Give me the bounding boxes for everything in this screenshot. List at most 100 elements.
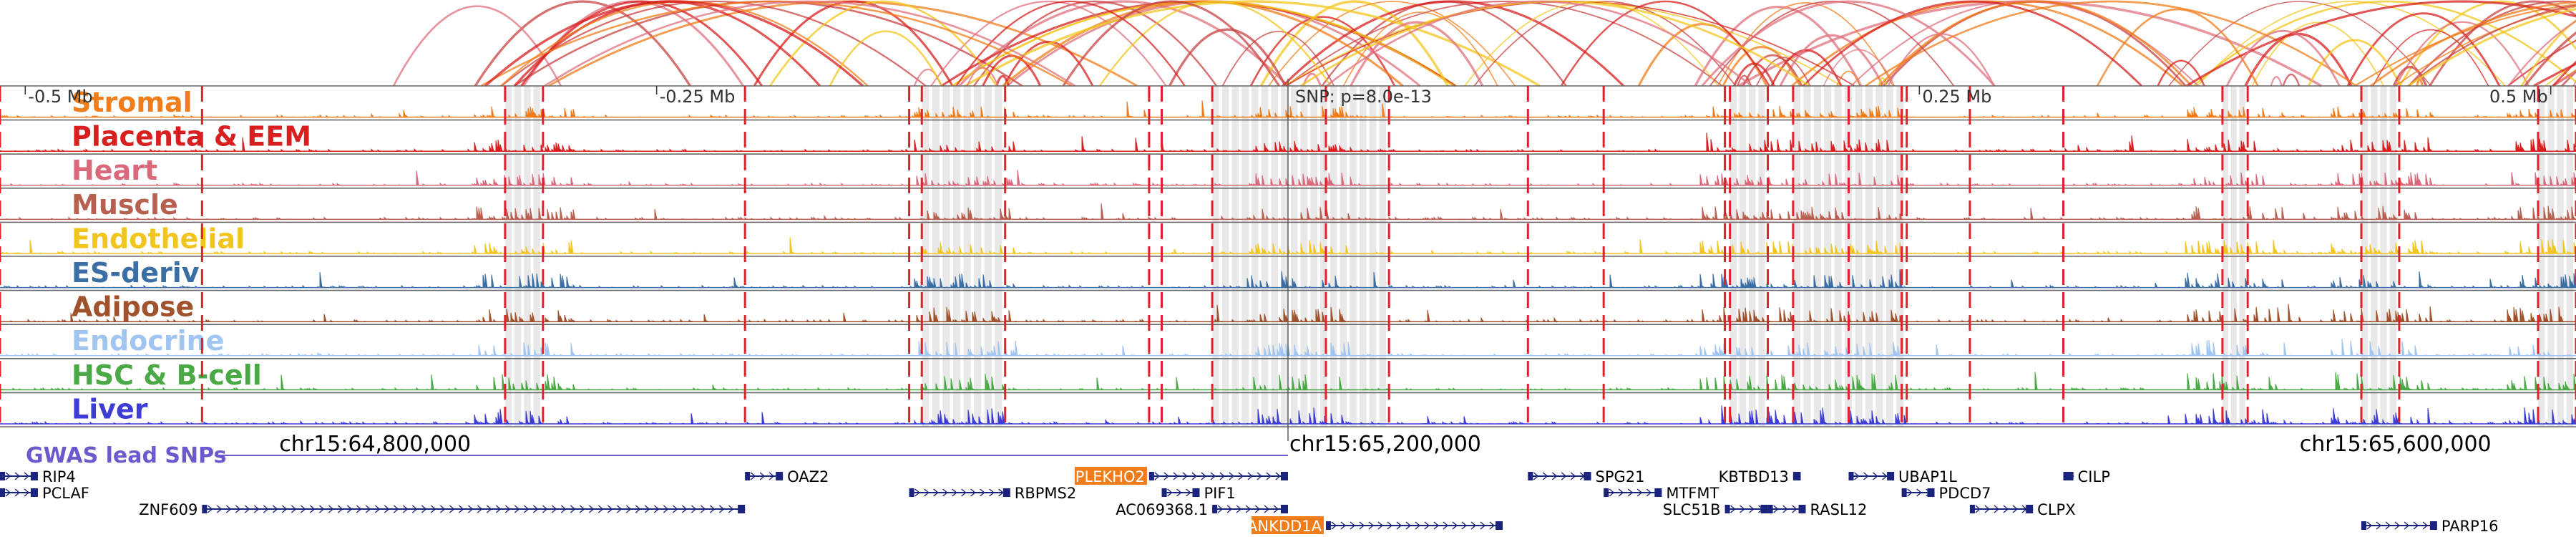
loop-arc [1779, 34, 1885, 87]
loop-arc [2185, 0, 2576, 87]
strand-arrow-icon [300, 505, 306, 513]
strand-arrow-icon [1636, 488, 1643, 497]
gene-rbpms2[interactable]: RBPMS2 [909, 485, 1077, 502]
strand-arrow-icon [1257, 472, 1262, 480]
strand-arrow-icon [449, 505, 455, 513]
loop-arc [2394, 6, 2576, 87]
strand-arrow-icon [709, 505, 716, 513]
gene-ankdd1a[interactable]: ANKDD1A [1247, 516, 1503, 535]
loop-arc [1099, 1, 1332, 87]
strand-arrow-icon [2012, 505, 2019, 513]
strand-arrow-icon [1266, 472, 1272, 480]
gene-parp16[interactable]: PARP16 [2361, 518, 2499, 535]
gene-spg21[interactable]: SPG21 [1528, 468, 1645, 485]
gene-ac069368-1[interactable]: AC069368.1 [1116, 501, 1289, 518]
loop-arc [1823, 49, 1896, 87]
track-label: ES-deriv [72, 257, 200, 289]
gene-exon [1724, 505, 1730, 513]
strand-arrow-icon [421, 505, 427, 513]
loop-arc [2429, 0, 2576, 87]
gene-highlight-box [1251, 516, 1324, 534]
strand-arrow-icon [1387, 521, 1393, 530]
strand-arrow-icon [318, 505, 325, 513]
gene-label: SLC51B [1663, 501, 1721, 518]
loop-arc [474, 0, 691, 87]
gene-znf609[interactable]: ZNF609 [139, 501, 746, 518]
gene-exon [1969, 505, 1975, 513]
loop-arc [2346, 12, 2501, 87]
loop-arc [484, 0, 864, 87]
gene-rip4[interactable]: RIP4 [0, 468, 76, 485]
gene-pif1[interactable]: PIF1 [1161, 485, 1236, 502]
strand-arrow-icon [1773, 505, 1779, 513]
strand-arrow-icon [933, 488, 939, 497]
strand-arrow-icon [728, 505, 734, 513]
gene-exon [2063, 472, 2069, 480]
strand-arrow-icon [384, 505, 390, 513]
strand-arrow-icon [458, 505, 464, 513]
loop-arc [1282, 0, 1624, 87]
gene-label: PIF1 [1204, 485, 1235, 502]
gene-exon [776, 472, 784, 480]
strand-arrow-icon [2376, 521, 2382, 530]
gene-label: AC069368.1 [1116, 501, 1208, 518]
strand-arrow-icon [607, 505, 613, 513]
gene-oaz2[interactable]: OAZ2 [745, 468, 829, 485]
strand-arrow-icon [1730, 505, 1736, 513]
gene-pdcd7[interactable]: PDCD7 [1901, 485, 1991, 502]
gene-rasl12[interactable]: RASL12 [1767, 501, 1868, 518]
strand-arrow-icon [691, 505, 697, 513]
strand-arrow-icon [542, 505, 548, 513]
strand-arrow-icon [1882, 472, 1888, 480]
gene-exon [30, 472, 38, 480]
gene-label: UBAP1L [1898, 468, 1957, 485]
strand-arrow-icon [1452, 521, 1458, 530]
gene-exon [1604, 488, 1609, 497]
gene-pclaf[interactable]: PCLAF [0, 485, 89, 502]
gene-exon [745, 472, 751, 480]
loop-arc [966, 67, 999, 87]
loop-arc [2369, 1, 2576, 87]
gene-label: PCLAF [42, 485, 89, 502]
track-label: Stromal [72, 87, 192, 118]
gene-kbtbd13[interactable]: KBTBD13 [1719, 468, 1801, 485]
gene-clpx[interactable]: CLPX [1969, 501, 2076, 518]
track-label: Liver [72, 393, 148, 425]
gene-exon [1281, 505, 1288, 513]
gene-exon [2066, 472, 2074, 480]
strand-arrow-icon [625, 505, 632, 513]
strand-arrow-icon [1245, 505, 1252, 513]
strand-arrow-icon [672, 505, 678, 513]
axis-tick-label: 0.25 Mb [1922, 87, 1991, 107]
strand-arrow-icon [309, 505, 316, 513]
strand-arrow-icon [374, 505, 381, 513]
strand-arrow-icon [1359, 521, 1365, 530]
loop-arc [392, 5, 562, 87]
gene-mtfmt[interactable]: MTFMT [1604, 485, 1719, 502]
loop-arc [2407, 4, 2576, 87]
strand-arrow-icon [1191, 472, 1197, 480]
gene-cilp[interactable]: CILP [2063, 468, 2110, 485]
strand-arrow-icon [1609, 488, 1615, 497]
strand-arrow-icon [532, 505, 539, 513]
loop-arc [1737, 74, 1752, 87]
strand-arrow-icon [2422, 521, 2429, 530]
axis-tick-label: -0.25 Mb [660, 87, 736, 107]
strand-arrow-icon [477, 505, 483, 513]
gene-exon [1760, 505, 1768, 513]
loop-arc [1002, 0, 1404, 87]
strand-arrow-icon [1238, 472, 1244, 480]
gene-ubap1l[interactable]: UBAP1L [1848, 468, 1958, 485]
loop-arc [1221, 31, 1335, 87]
genomic-coordinate: chr15:65,200,000 [1289, 432, 1481, 457]
strand-arrow-icon [1236, 505, 1242, 513]
loop-arc [2392, 65, 2428, 87]
gene-slc51b[interactable]: SLC51B [1663, 501, 1768, 518]
strand-arrow-icon [952, 488, 957, 497]
strand-arrow-icon [1176, 488, 1182, 497]
strand-arrow-icon [1331, 521, 1337, 530]
track-placenta-eem: Placenta & EEM [0, 119, 2576, 153]
gene-plekho2[interactable]: PLEKHO2 [1074, 467, 1288, 485]
strand-arrow-icon [1275, 472, 1281, 480]
strand-arrow-icon [24, 472, 30, 480]
